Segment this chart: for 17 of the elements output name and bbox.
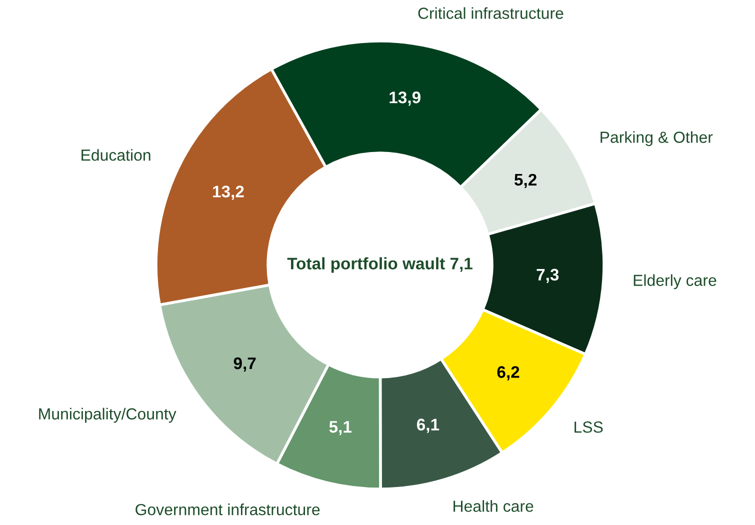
data-label: 5,1 bbox=[329, 421, 352, 436]
slice-label: LSS bbox=[574, 421, 603, 433]
data-label: 13,9 bbox=[390, 92, 420, 106]
slice-label: Government infrastructure bbox=[136, 504, 320, 516]
data-label: 13,2 bbox=[213, 186, 244, 200]
slice-label: Municipality/County bbox=[39, 408, 176, 423]
slice-label: Critical infrastructure bbox=[418, 7, 564, 19]
data-label: 6,1 bbox=[416, 418, 440, 433]
data-label: 6,2 bbox=[497, 366, 520, 380]
slice-label: Elderly care bbox=[634, 274, 716, 290]
slice-label: Education bbox=[82, 149, 150, 161]
slice-label: Parking & Other bbox=[600, 131, 713, 146]
data-label: 7,3 bbox=[536, 268, 559, 283]
data-label: 5,2 bbox=[514, 174, 536, 188]
slice-label: Health care bbox=[454, 500, 534, 512]
data-label: 9,7 bbox=[234, 357, 256, 372]
text: Total portfolio wault 7,1 bbox=[287, 257, 472, 273]
